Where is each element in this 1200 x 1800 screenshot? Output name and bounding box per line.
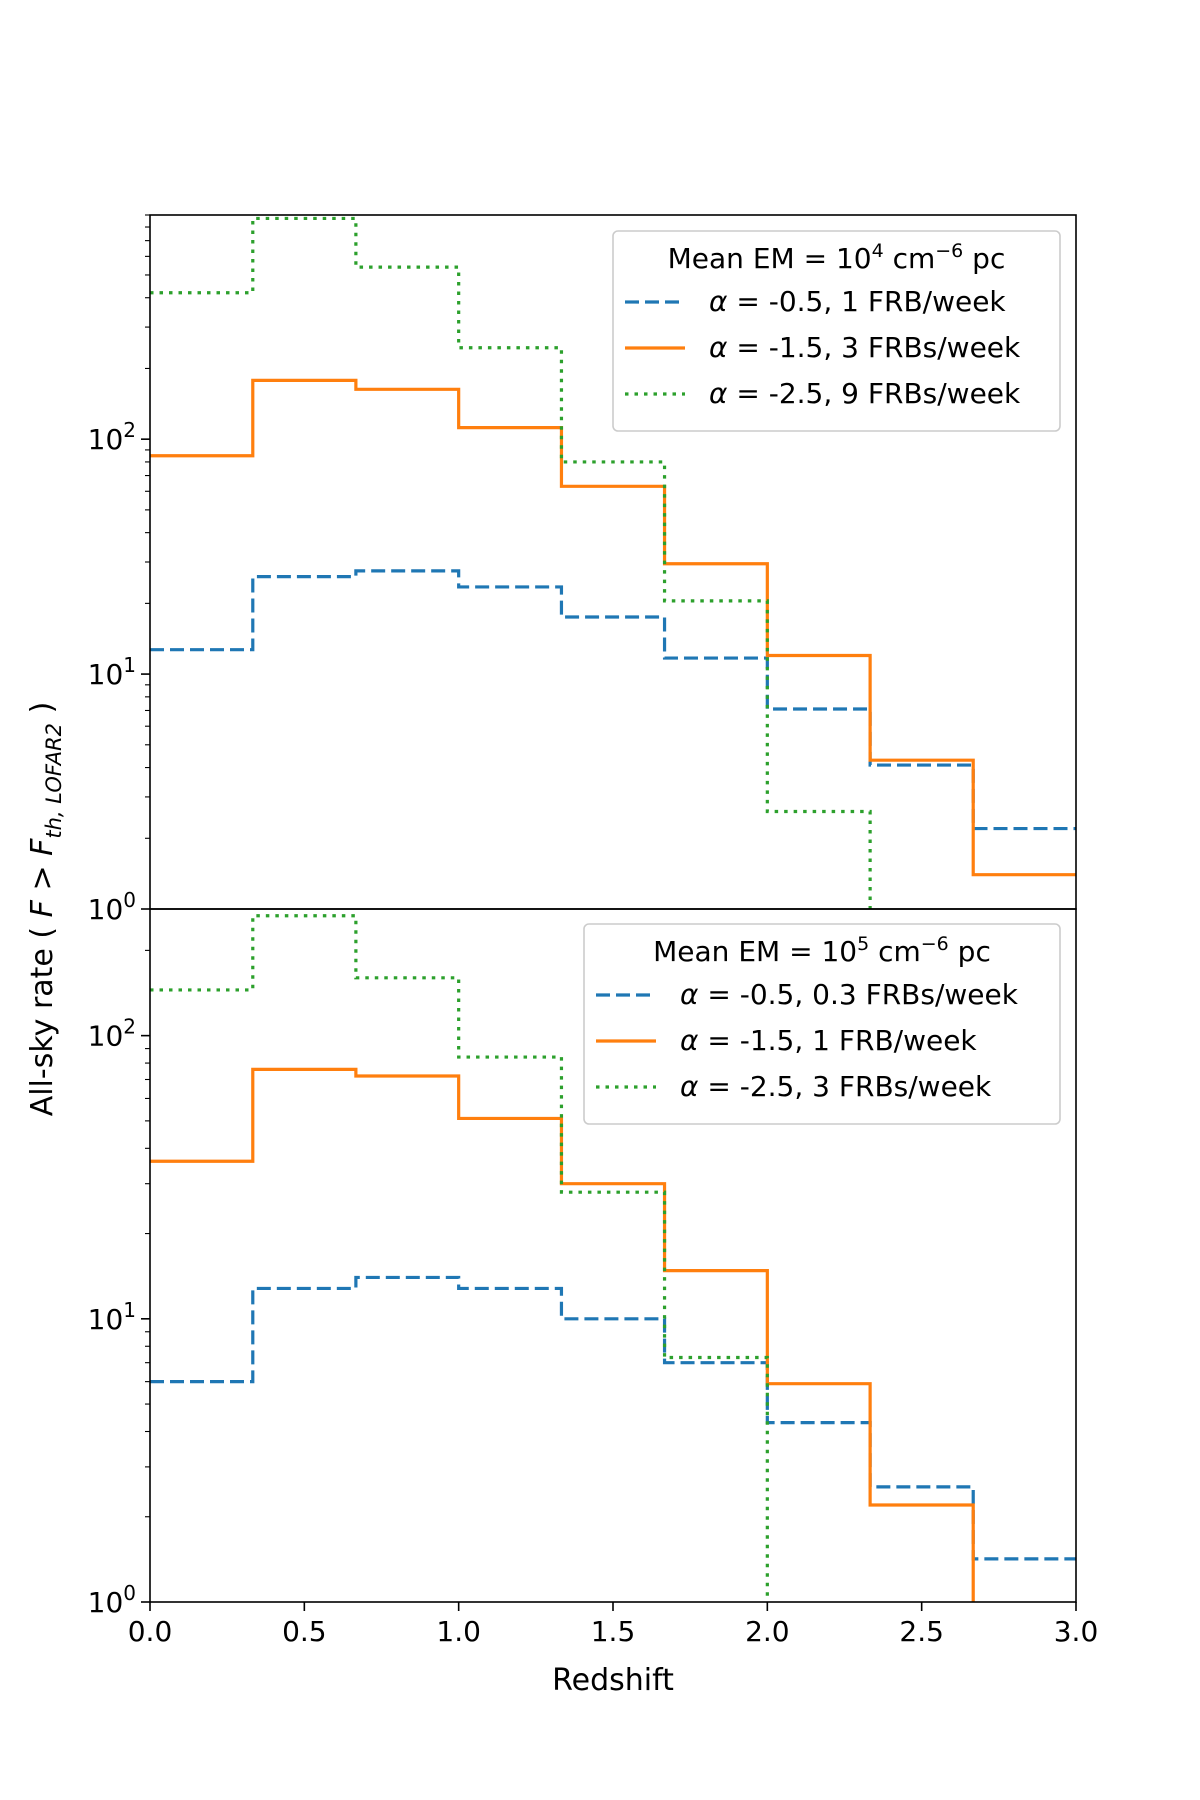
top-series-2-step: [150, 378, 1076, 877]
x-tick-label: 1.0: [436, 1615, 481, 1648]
top-legend-label-3: α = -2.5, 9 FRBs/week: [709, 377, 1021, 410]
top-ytick-label: 100: [88, 888, 136, 926]
top-y-ticks: 100 101 102: [88, 214, 150, 926]
bottom-ytick-label: 100: [88, 1581, 136, 1619]
bottom-ytick-label: 102: [88, 1015, 136, 1053]
x-axis-label: Redshift: [552, 1663, 674, 1698]
bottom-y-ticks: 100 101 102: [88, 949, 150, 1619]
top-ytick-label: 101: [88, 653, 136, 691]
top-legend: Mean EM = 104 cm−6 pc α = -0.5, 1 FRB/wee…: [612, 230, 1061, 432]
top-legend-title: Mean EM = 104 cm−6 pc: [668, 240, 1006, 275]
top-legend-box: [612, 230, 1061, 432]
bottom-legend-label-1: α = -0.5, 0.3 FRBs/week: [680, 978, 1019, 1011]
y-axis-label-subscript: th, LOFAR2: [42, 723, 66, 839]
x-tick-label: 2.0: [745, 1615, 790, 1648]
x-tick-label: 3.0: [1054, 1615, 1099, 1648]
top-legend-label-1: α = -0.5, 1 FRB/week: [709, 285, 1006, 318]
y-axis-label-prefix: All-sky rate (: [25, 917, 60, 1116]
bottom-legend-box: [583, 923, 1061, 1125]
x-tick-label: 1.5: [591, 1615, 636, 1648]
bottom-legend: Mean EM = 105 cm−6 pc α = -0.5, 0.3 FRBs/…: [583, 923, 1061, 1125]
top-series-layer: [150, 216, 1076, 909]
y-axis-label: All-sky rate ( F > Fth, LOFAR2 ): [25, 702, 66, 1117]
bottom-legend-label-3: α = -2.5, 3 FRBs/week: [680, 1070, 992, 1103]
top-legend-label-2: α = -1.5, 3 FRBs/week: [709, 331, 1021, 364]
bottom-series-3-step: [150, 914, 769, 1602]
x-tick-label: 2.5: [899, 1615, 944, 1648]
y-axis-label-math: F > F: [25, 838, 60, 917]
bottom-legend-label-2: α = -1.5, 1 FRB/week: [680, 1024, 977, 1057]
bottom-legend-title: Mean EM = 105 cm−6 pc: [653, 933, 991, 968]
top-series-1-step: [150, 569, 1076, 831]
x-ticks: 0.0 0.5 1.0 1.5 2.0 2.5 3.0: [128, 1602, 1099, 1648]
x-tick-label: 0.0: [128, 1615, 173, 1648]
y-axis-label-suffix: ): [25, 702, 60, 723]
bottom-series-1-step: [150, 1275, 1076, 1561]
top-panel: 100 101 102 Mean EM = 104 cm−6 pc α = -0.5,…: [88, 214, 1077, 926]
top-ytick-label: 102: [88, 418, 136, 456]
bottom-series-layer: [150, 914, 1076, 1602]
bottom-ytick-label: 101: [88, 1298, 136, 1336]
bottom-series-2-step: [150, 1067, 975, 1602]
x-tick-label: 0.5: [282, 1615, 327, 1648]
